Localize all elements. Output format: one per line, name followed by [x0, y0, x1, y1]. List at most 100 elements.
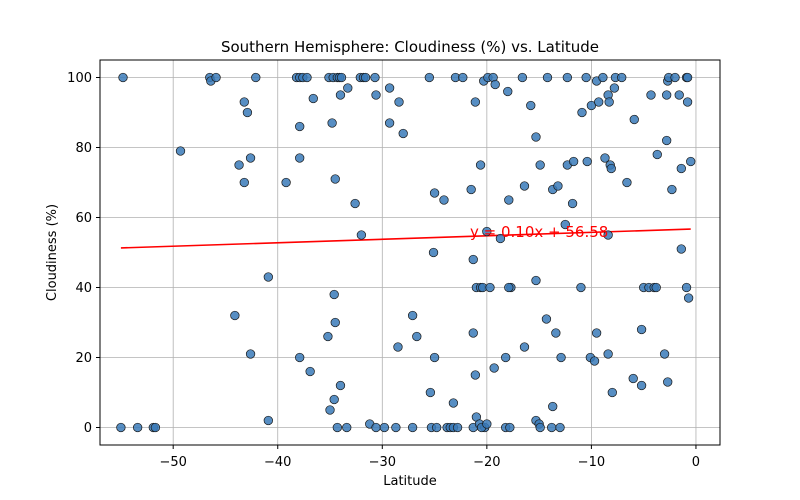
data-point: [470, 97, 480, 107]
data-point: [646, 90, 656, 100]
data-point: [242, 107, 253, 118]
data-point: [330, 174, 340, 184]
data-point: [676, 163, 686, 174]
data-point: [681, 282, 692, 293]
data-point: [429, 352, 440, 363]
data-point: [485, 282, 495, 293]
data-point: [505, 422, 515, 433]
data-point: [407, 422, 418, 433]
regression-layer: [120, 228, 691, 249]
data-point: [652, 149, 662, 160]
data-point: [556, 352, 566, 363]
data-point: [295, 121, 305, 132]
data-point: [302, 72, 312, 83]
data-point: [239, 177, 249, 188]
data-point: [356, 230, 367, 240]
plot-frame: [99, 59, 721, 446]
data-point: [567, 198, 578, 209]
data-point: [384, 83, 395, 93]
data-point: [526, 100, 536, 111]
data-point: [490, 79, 500, 90]
data-point: [555, 422, 565, 433]
data-point: [393, 342, 403, 352]
regression-equation: y = 0.10x + 56.58: [470, 223, 608, 241]
data-point: [371, 90, 381, 100]
data-point: [682, 97, 693, 107]
data-point: [175, 146, 186, 156]
data-point: [281, 177, 291, 188]
data-point: [542, 72, 553, 83]
data-point: [517, 72, 528, 83]
data-point: [323, 331, 333, 342]
data-point: [458, 72, 468, 83]
data-point: [604, 97, 614, 107]
data-point: [466, 184, 476, 195]
y-tick-label: 40: [75, 281, 92, 296]
data-point: [606, 163, 616, 174]
data-point: [330, 317, 340, 328]
x-tick-label: −20: [473, 455, 500, 470]
data-point: [370, 72, 380, 83]
data-point: [295, 352, 305, 363]
data-point: [230, 310, 240, 321]
data-point: [132, 422, 143, 433]
data-point: [360, 72, 371, 83]
data-point: [118, 72, 128, 83]
data-point: [412, 331, 422, 342]
data-point: [335, 90, 346, 100]
data-point: [379, 422, 390, 433]
data-point: [234, 160, 244, 170]
data-point: [535, 160, 545, 170]
data-point: [600, 153, 610, 163]
tick-layer: −50 −40 −30 −20 −10 0 0 20 40 60 80 100: [67, 71, 700, 470]
data-point: [425, 387, 436, 398]
data-point: [551, 328, 561, 338]
data-point: [263, 272, 273, 282]
data-point: [547, 422, 557, 433]
data-point: [531, 275, 541, 286]
data-point: [424, 72, 434, 83]
data-point: [448, 398, 459, 408]
data-point: [577, 107, 587, 118]
data-point: [470, 370, 480, 380]
data-point: [407, 310, 418, 321]
data-point: [263, 415, 273, 426]
data-point: [603, 349, 613, 359]
grid-layer: [100, 60, 720, 445]
data-point: [662, 90, 672, 100]
data-point: [504, 282, 514, 293]
data-point: [384, 118, 395, 128]
data-point: [503, 86, 513, 97]
chart-title: Southern Hemisphere: Cloudiness (%) vs. …: [221, 38, 599, 56]
data-point: [350, 198, 360, 209]
data-point: [598, 72, 608, 83]
data-point: [663, 377, 673, 387]
data-point: [428, 247, 439, 258]
data-point: [342, 422, 352, 433]
data-point: [622, 177, 632, 188]
data-point: [674, 90, 684, 100]
data-point: [568, 156, 579, 167]
data-point: [548, 401, 558, 412]
data-point: [501, 352, 511, 363]
data-point: [495, 233, 506, 244]
data-point: [617, 72, 627, 83]
data-point: [343, 83, 353, 93]
data-point: [336, 72, 347, 83]
data-point: [636, 380, 647, 391]
data-point: [468, 328, 478, 338]
data-point: [636, 324, 647, 335]
data-point: [651, 282, 661, 293]
data-point: [676, 244, 686, 254]
y-tick-label: 60: [75, 211, 92, 226]
data-point: [482, 419, 492, 429]
x-tick-label: 0: [692, 455, 700, 470]
data-point: [329, 289, 339, 300]
y-tick-label: 100: [67, 71, 92, 86]
y-axis-label: Cloudiness (%): [45, 204, 60, 301]
data-point: [670, 72, 680, 83]
data-point: [295, 153, 305, 163]
data-point: [560, 219, 570, 230]
data-point: [562, 72, 573, 83]
